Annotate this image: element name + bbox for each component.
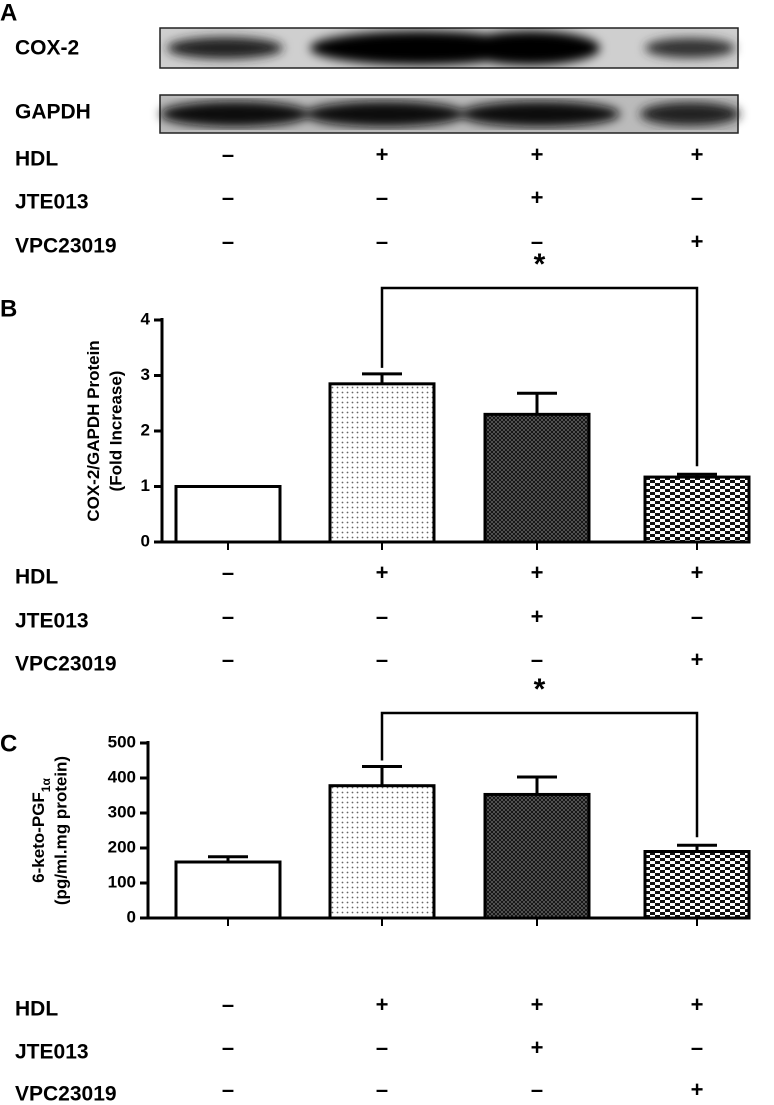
treatment-mark: + [376,142,389,167]
y-tick-label: 3 [141,365,150,384]
y-axis-label: (Fold Increase) [106,371,125,492]
treatment-label: JTE013 [15,191,89,214]
significance-bracket [380,711,699,838]
y-axis-label: 6-keto-PGF1α [29,778,53,883]
treatment-mark: – [222,1077,234,1102]
treatment-mark: + [531,185,544,210]
bar [643,475,751,544]
treatment-label: VPC23019 [15,1083,117,1105]
treatment-mark: + [691,1077,704,1102]
bar [483,792,591,920]
treatment-mark: – [691,604,703,629]
treatment-mark: + [691,647,704,672]
panel-label: B [0,295,17,322]
bar [174,485,282,544]
treatment-mark: – [222,647,234,672]
y-tick-label: 400 [108,767,136,786]
bar [643,850,751,920]
significance-label: * [534,673,546,706]
treatment-mark: – [691,185,703,210]
treatment-mark: + [691,560,704,585]
treatment-mark: + [531,992,544,1017]
treatment-mark: + [691,992,704,1017]
treatment-mark: – [376,1035,388,1060]
treatment-label: HDL [15,566,58,589]
treatment-mark: – [531,1077,543,1102]
y-axis-label: COX-2/GAPDH Protein [84,340,103,521]
treatment-mark: – [222,560,234,585]
y-tick-label: 1 [141,476,150,495]
treatment-mark: – [222,142,234,167]
y-tick-label: 200 [108,837,136,856]
y-axis-label: (pg/ml.mg protein) [51,756,70,905]
blot-row-label: GAPDH [15,101,91,124]
y-tick-label: 2 [141,420,150,439]
treatment-mark: + [691,142,704,167]
blot-row-label: COX-2 [15,37,79,60]
treatment-mark: + [531,1035,544,1060]
bar [174,860,282,920]
treatment-mark: – [376,1077,388,1102]
treatment-mark: – [376,229,388,254]
blot [159,27,740,134]
treatment-label: JTE013 [15,610,89,633]
treatment-mark: – [222,229,234,254]
treatment-mark: – [376,604,388,629]
y-tick-label: 500 [108,732,136,751]
significance-label: * [534,248,546,281]
treatment-mark: – [376,185,388,210]
treatment-mark: – [376,647,388,672]
treatment-mark: + [531,604,544,629]
bar [328,382,436,544]
y-tick-label: 0 [141,531,150,550]
treatment-label: VPC23019 [15,235,117,258]
treatment-mark: + [691,229,704,254]
treatment-mark: + [531,560,544,585]
significance-bracket [380,286,699,467]
treatment-mark: + [531,142,544,167]
treatment-mark: – [531,229,543,254]
treatment-label: HDL [15,998,58,1021]
treatment-label: VPC23019 [15,653,117,676]
y-tick-label: 0 [127,907,136,926]
treatment-mark: + [376,992,389,1017]
bar [328,784,436,920]
y-tick-label: 100 [108,872,136,891]
treatment-mark: – [691,1035,703,1060]
treatment-mark: – [222,604,234,629]
treatment-mark: – [531,647,543,672]
y-axis-label-line: 6-keto-PGF [29,792,48,883]
panel-label: A [0,0,17,26]
treatment-mark: + [376,560,389,585]
panel-label: C [0,730,17,757]
treatment-mark: – [222,1035,234,1060]
treatment-mark: – [222,992,234,1017]
treatment-label: JTE013 [15,1041,89,1064]
y-axis-label-subscript: 1α [39,778,53,793]
treatment-mark: – [222,185,234,210]
y-tick-label: 4 [141,309,151,328]
bar [483,412,591,544]
y-axis-label-line: COX-2/GAPDH Protein [84,340,103,521]
treatment-label: HDL [15,148,58,171]
y-tick-label: 300 [108,802,136,821]
